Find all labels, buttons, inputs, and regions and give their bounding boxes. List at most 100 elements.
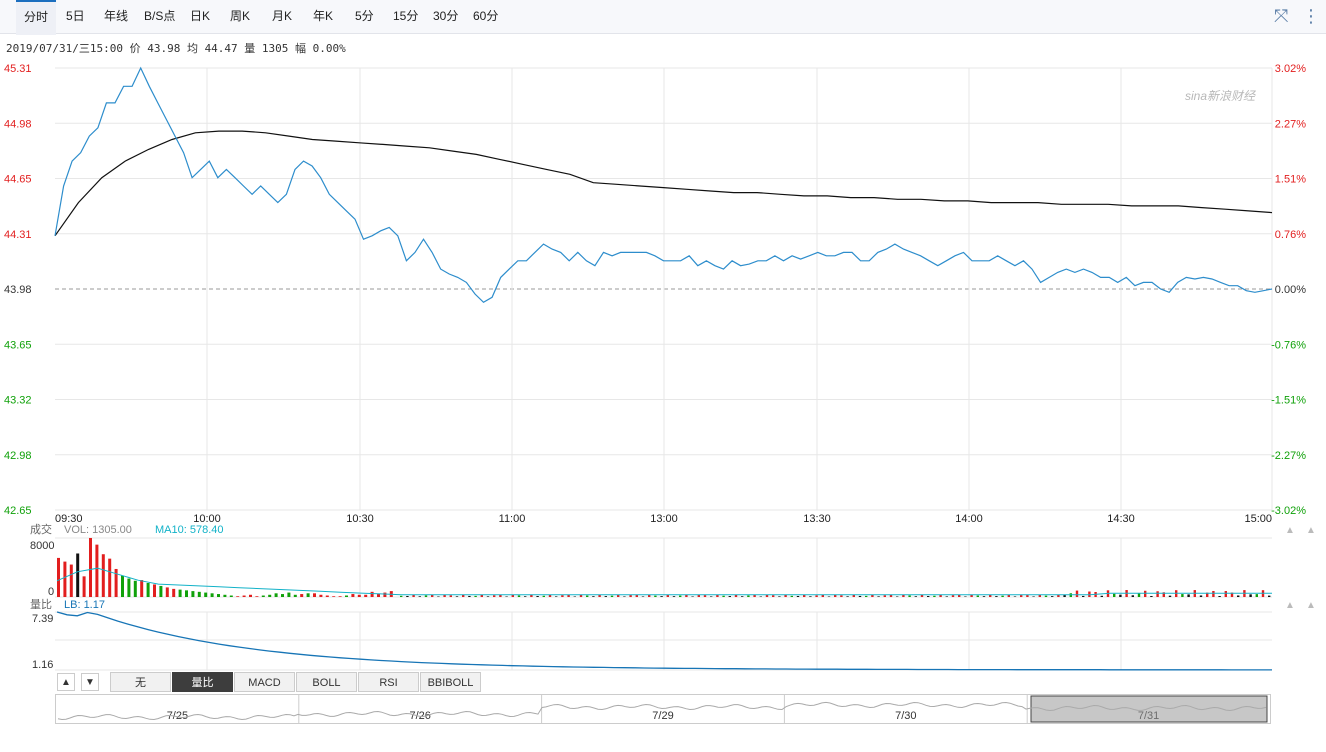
volume-bar	[691, 596, 694, 597]
nav-date[interactable]: 7/30	[895, 710, 916, 722]
volume-bar	[790, 595, 793, 597]
tab-9[interactable]: 15分	[393, 9, 419, 23]
x-tick: 14:30	[1107, 513, 1135, 525]
tab-5[interactable]: 周K	[230, 9, 251, 23]
tab-2[interactable]: 年线	[104, 9, 129, 23]
volume-bar	[121, 575, 124, 597]
scroll-down-button[interactable]: ▼	[81, 673, 99, 691]
volume-bar	[803, 594, 806, 597]
volume-bar	[242, 595, 246, 597]
tab-7[interactable]: 年K	[313, 9, 334, 23]
volume-bar	[146, 582, 150, 597]
volume-bar	[927, 596, 930, 597]
volume-bar	[772, 595, 775, 597]
indicator-tab-1[interactable]: 量比	[172, 672, 233, 692]
volume-bar	[300, 594, 304, 597]
volume-bar	[623, 596, 626, 597]
indicator-tab-4[interactable]: RSI	[358, 672, 419, 692]
volume-bar	[1230, 592, 1234, 597]
volume-bar	[185, 590, 188, 597]
volume-bar	[1224, 591, 1227, 597]
triangle-icon[interactable]: ▲	[1306, 600, 1316, 611]
volume-bar	[1249, 594, 1252, 597]
indicator-tab-2[interactable]: MACD	[234, 672, 295, 692]
volume-bar	[852, 594, 855, 597]
tab-6[interactable]: 月K	[272, 9, 293, 23]
nav-selection[interactable]	[1030, 695, 1268, 723]
volume-bar	[217, 594, 220, 597]
volume-bar	[383, 592, 387, 597]
volume-bar	[210, 593, 214, 597]
volume-bar	[1261, 590, 1265, 597]
volume-bar	[140, 580, 144, 597]
volume-bar	[821, 594, 824, 597]
volume-bar	[1063, 595, 1066, 597]
tab-3[interactable]: B/S点	[144, 9, 176, 23]
volume-bar	[127, 578, 131, 597]
volume-bar	[586, 595, 589, 597]
volume-bar	[82, 576, 86, 597]
volume-bar	[945, 596, 948, 597]
volume-bar	[268, 594, 272, 597]
volume-bar	[710, 596, 713, 597]
nav-date[interactable]: 7/25	[167, 710, 188, 722]
indicator-tab-5[interactable]: BBIBOLL	[420, 672, 481, 692]
volume-bar	[672, 596, 676, 597]
volume-bar	[153, 584, 156, 597]
tab-1[interactable]: 5日	[66, 9, 85, 23]
volume-bar	[1237, 595, 1240, 597]
nav-sparkline	[57, 701, 1267, 721]
volume-bar	[747, 595, 750, 597]
volume-bar	[1044, 595, 1048, 597]
tab-10[interactable]: 30分	[433, 9, 459, 23]
volume-bar	[499, 594, 502, 597]
x-tick: 13:30	[803, 513, 831, 525]
triangle-icon[interactable]: ▲	[1285, 600, 1295, 611]
volume-bar	[1137, 592, 1141, 597]
volume-bar	[511, 594, 514, 597]
date-navigator[interactable]: 7/257/267/297/307/31	[55, 694, 1271, 724]
indicator-tab-3[interactable]: BOLL	[296, 672, 357, 692]
triangle-icon[interactable]: ▲	[1306, 525, 1316, 536]
volume-bar	[1187, 594, 1190, 597]
volume-bar	[455, 596, 459, 597]
nav-date[interactable]: 7/29	[652, 710, 673, 722]
tab-11[interactable]: 60分	[473, 9, 499, 23]
volume-bar	[1007, 594, 1010, 597]
y-tick-left: 44.98	[4, 118, 32, 130]
volume-bar	[493, 595, 496, 597]
volume-bar	[133, 580, 137, 597]
tab-8[interactable]: 5分	[355, 9, 374, 23]
volume-bar	[351, 594, 355, 597]
volume-bar	[753, 594, 756, 597]
x-tick: 15:00	[1244, 513, 1272, 525]
volume-bar	[172, 588, 176, 597]
sina-watermark: sina新浪财经	[1185, 89, 1257, 103]
volume-bar	[610, 595, 614, 597]
tab-0[interactable]: 分时	[16, 0, 57, 35]
volume-bar	[1181, 594, 1184, 597]
volume-bar	[89, 538, 92, 597]
y-tick-right: 1.51%	[1275, 174, 1306, 186]
volume-bar	[1094, 592, 1097, 597]
volume-bar	[1106, 590, 1110, 597]
x-tick: 10:00	[193, 513, 221, 525]
volume-bar	[734, 594, 738, 597]
volume-bar	[685, 594, 688, 597]
volume-bar	[505, 596, 508, 597]
scroll-up-button[interactable]: ▲	[57, 673, 75, 691]
indicator-tab-0[interactable]: 无	[110, 672, 171, 692]
volume-bar	[834, 594, 837, 597]
volume-bar	[697, 595, 700, 597]
volume-bar	[982, 596, 986, 597]
volume-bar	[424, 595, 428, 597]
volume-bar	[1175, 590, 1178, 597]
volume-bar	[592, 596, 595, 597]
volume-bar	[871, 594, 874, 597]
menu-icon[interactable]: ⋮	[1302, 6, 1320, 26]
tab-4[interactable]: 日K	[190, 9, 211, 23]
triangle-icon[interactable]: ▲	[1285, 525, 1295, 536]
collapse-icon[interactable]: ⤧	[1274, 6, 1289, 26]
volume-bar	[716, 594, 719, 597]
volume-bar	[468, 595, 471, 597]
